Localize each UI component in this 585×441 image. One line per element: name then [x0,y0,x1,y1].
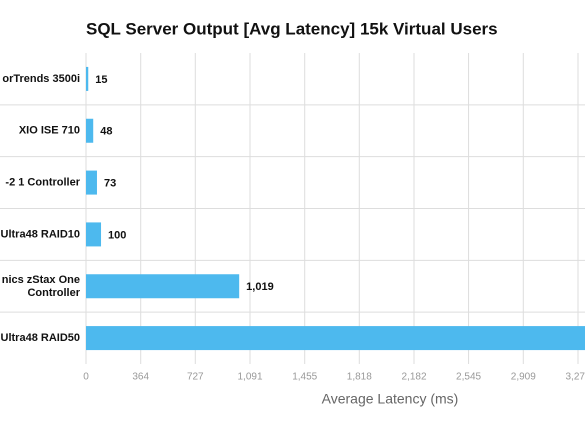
x-tick-label: 1,091 [237,372,262,383]
x-tick-label: 2,909 [511,372,536,383]
category-label: nics zStax One Controller [2,274,81,299]
x-tick-label: 1,455 [292,372,317,383]
x-tick-label: 2,545 [456,372,481,383]
value-label: 100 [108,229,126,241]
x-tick-label: 3,273 [565,372,585,383]
x-tick-label: 1,818 [347,372,372,383]
value-label: 15 [95,74,107,86]
bar [86,274,240,299]
category-label: Ultra48 RAID50 [1,332,80,344]
x-axis-title: Average Latency (ms) [322,391,459,407]
chart-title: SQL Server Output [Avg Latency] 15k Virt… [86,19,498,38]
bar [86,222,102,247]
x-tick-label: 2,182 [401,372,426,383]
bar [86,66,89,91]
x-tick-label: 364 [132,372,149,383]
value-label: 1,019 [246,281,274,293]
category-label-line: Controller [27,287,80,299]
value-label: 73 [104,177,116,189]
x-tick-label: 0 [83,372,89,383]
bar [86,326,585,351]
bar [86,118,94,143]
category-label: -2 1 Controller [5,176,80,188]
category-label: Ultra48 RAID10 [1,228,80,240]
category-label: XIO ISE 710 [19,125,80,137]
value-label: 48 [100,126,112,138]
category-label: orTrends 3500i [2,73,80,85]
x-tick-label: 727 [187,372,204,383]
bar [86,170,97,195]
category-label-line: nics zStax One [2,274,80,286]
